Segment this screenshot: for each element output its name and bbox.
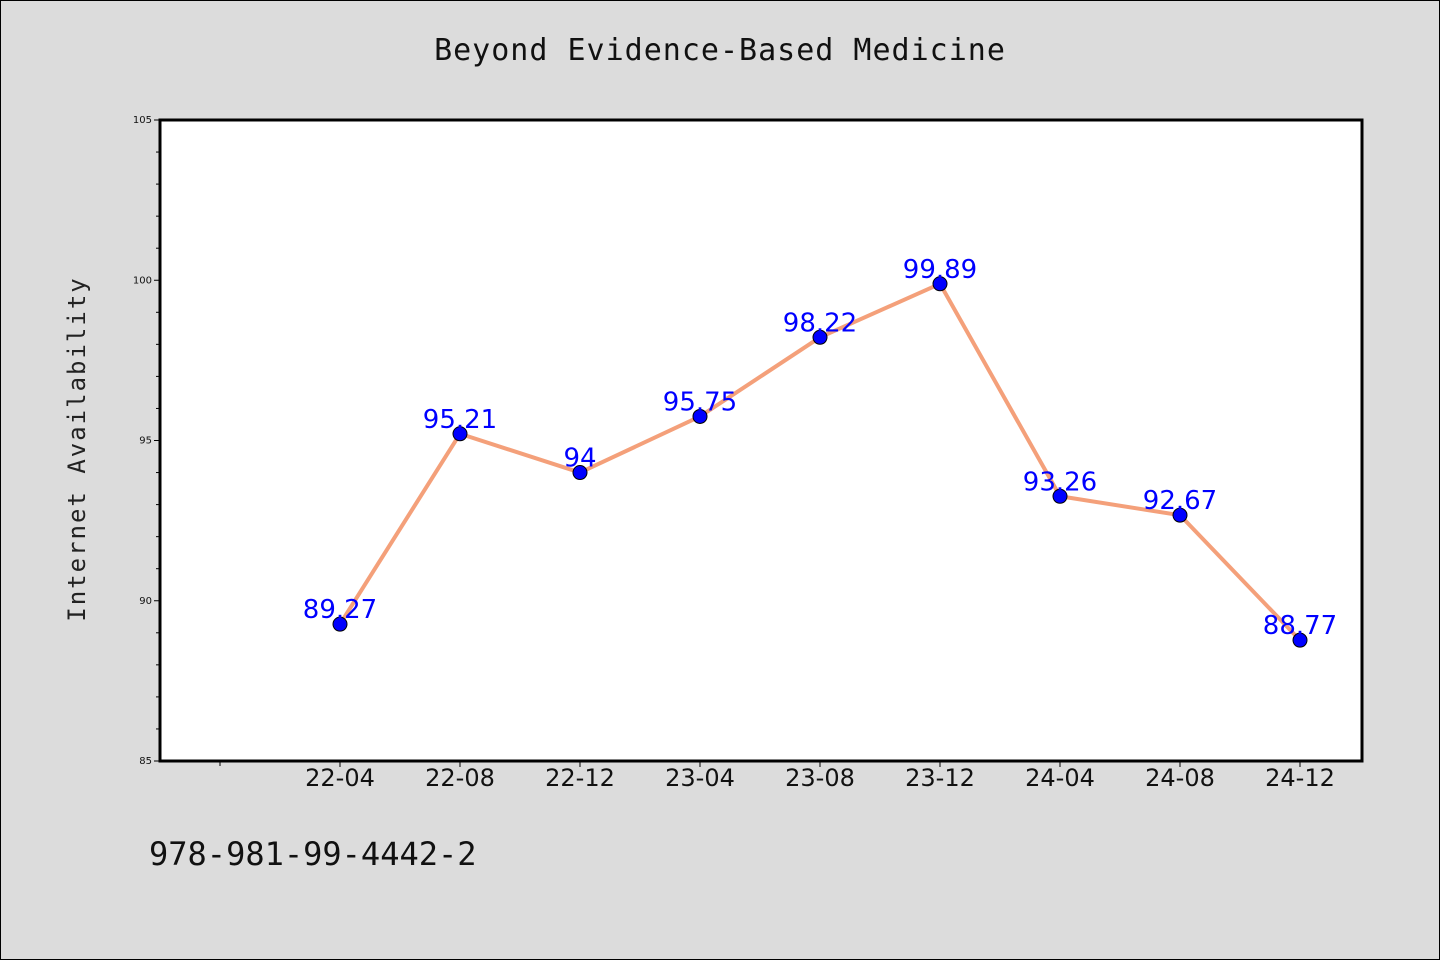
y-tick-label: 95 bbox=[139, 436, 152, 447]
data-point bbox=[1292, 632, 1308, 648]
x-tick-label: 22-08 bbox=[425, 764, 495, 792]
x-tick-label: 24-08 bbox=[1145, 764, 1215, 792]
y-tick-label: 100 bbox=[133, 275, 152, 286]
x-tick-label: 23-12 bbox=[905, 764, 975, 792]
x-axis-ticks: 22-04 22-08 22-12 23-04 23-08 23-12 24-04 24-08… bbox=[219, 761, 1335, 792]
x-tick-label: 22-12 bbox=[545, 764, 615, 792]
data-point bbox=[452, 426, 468, 442]
y-tick-label: 90 bbox=[139, 596, 152, 607]
y-tick-label: 105 bbox=[133, 115, 152, 126]
x-tick-label: 24-12 bbox=[1265, 764, 1335, 792]
x-tick-label: 22-04 bbox=[305, 764, 375, 792]
plot-frame bbox=[158, 118, 1364, 763]
data-point bbox=[572, 465, 588, 481]
data-label: 95.21 bbox=[423, 405, 497, 435]
x-tick-label: 24-04 bbox=[1025, 764, 1095, 792]
data-label: 88.77 bbox=[1263, 611, 1337, 641]
data-labels: 89.27 95.21 94 95.75 98.22 99.89 93.26 92.67 88.… bbox=[303, 255, 1337, 641]
plot-area bbox=[160, 120, 1362, 761]
x-tick-label: 23-08 bbox=[785, 764, 855, 792]
data-point bbox=[1052, 488, 1068, 504]
x-tick-label: 23-04 bbox=[665, 764, 735, 792]
data-point bbox=[692, 408, 708, 424]
chart-title: Beyond Evidence-Based Medicine bbox=[434, 33, 1006, 68]
data-label: 98.22 bbox=[783, 308, 857, 338]
series-markers bbox=[332, 276, 1308, 648]
data-label: 89.27 bbox=[303, 595, 377, 625]
data-label: 94 bbox=[563, 444, 596, 474]
data-point bbox=[932, 276, 948, 292]
data-point bbox=[812, 329, 828, 345]
data-label: 92.67 bbox=[1143, 486, 1217, 516]
data-label: 93.26 bbox=[1023, 467, 1097, 497]
data-point bbox=[1172, 507, 1188, 523]
y-axis-ticks: 85 90 95 100 105 bbox=[133, 115, 160, 767]
data-point bbox=[332, 616, 348, 632]
isbn-text: 978-981-99-4442-2 bbox=[149, 835, 477, 873]
data-label: 95.75 bbox=[663, 387, 737, 417]
data-label: 99.89 bbox=[903, 255, 977, 285]
y-tick-label: 85 bbox=[139, 756, 152, 767]
